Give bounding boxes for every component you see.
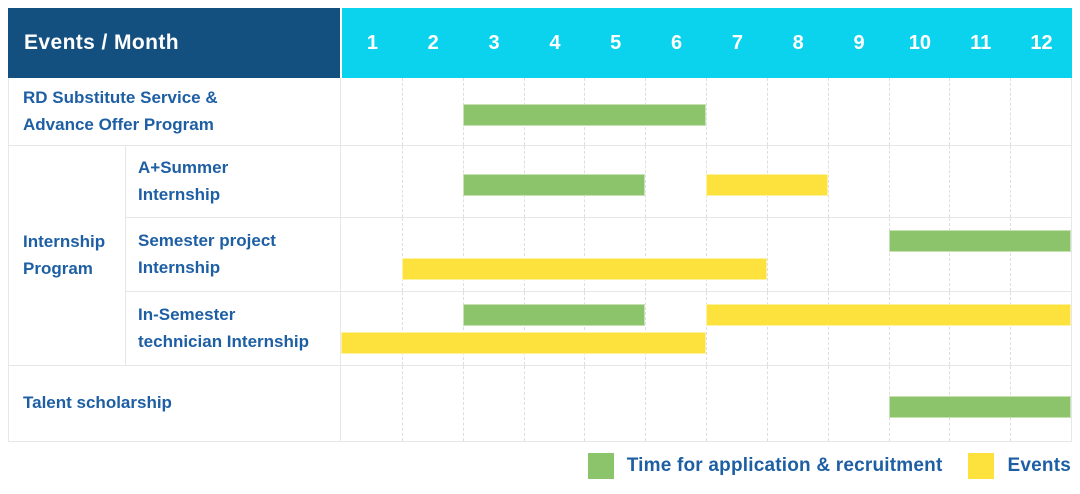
gantt-bar-event	[401, 258, 767, 280]
month-gridline	[766, 366, 768, 441]
gantt-bar-event	[706, 173, 828, 196]
legend-green-swatch-icon	[587, 453, 614, 479]
month-gridline	[1010, 78, 1012, 145]
month-gridline	[462, 292, 464, 365]
month-gridline	[645, 366, 647, 441]
gantt-bar-application	[888, 230, 1071, 252]
month-header-12: 12	[1030, 31, 1053, 54]
gantt-bar-event	[341, 332, 706, 354]
month-gridline	[523, 292, 525, 365]
month-gridline	[827, 146, 829, 217]
month-gridline	[1010, 146, 1012, 217]
month-header-7: 7	[731, 31, 743, 54]
gantt-bar-application	[462, 173, 646, 196]
month-gridline	[888, 78, 890, 145]
month-gridline	[1010, 292, 1012, 365]
month-header-6: 6	[670, 31, 683, 54]
month-gridline	[888, 292, 890, 365]
group-label-text: Internship Program	[23, 232, 106, 278]
month-gridline	[766, 78, 768, 145]
row-label-talent-scholarship: Talent scholarship	[8, 366, 340, 442]
month-gridline	[706, 292, 707, 365]
row-label-text: Semester project Internship	[138, 231, 276, 277]
month-gridline	[888, 218, 890, 291]
month-gridline	[645, 292, 647, 365]
legend: Time for application & recruitment Event…	[587, 453, 1071, 479]
month-gridline	[645, 218, 647, 291]
row-label-semester-project-internship: Semester project Internship	[125, 218, 340, 292]
month-header-11: 11	[970, 31, 992, 54]
gantt-bar-event	[706, 304, 1071, 326]
gantt-bar-application	[888, 395, 1071, 418]
month-gridline	[949, 218, 951, 291]
month-header-row: 1 2 3 4 5 6 7 8 9 10 11 12	[340, 8, 1072, 78]
month-gridline	[949, 78, 951, 145]
chart-row-semester-project-internship	[340, 218, 1072, 292]
gantt-bar-application	[462, 304, 646, 326]
month-gridline	[523, 218, 525, 291]
row-label-text: RD Substitute Service & Advance Offer Pr…	[23, 88, 218, 134]
month-header-10: 10	[908, 31, 931, 54]
month-gridline	[645, 146, 647, 217]
month-gridline	[827, 366, 829, 441]
month-gridline	[949, 292, 951, 365]
month-gridline	[462, 366, 464, 441]
row-label-a-summer-internship: A+Summer Internship	[125, 146, 340, 218]
month-header-3: 3	[488, 31, 500, 54]
month-gridline	[401, 146, 403, 217]
month-gridline	[401, 292, 403, 365]
month-gridline	[584, 292, 586, 365]
month-gridline	[401, 78, 403, 145]
month-header-4: 4	[549, 31, 561, 54]
month-header-1: 1	[366, 31, 378, 54]
chart-row-in-semester-technician-internship	[340, 292, 1072, 366]
month-gridline	[401, 366, 403, 441]
month-gridline	[1010, 218, 1012, 291]
month-gridline	[888, 146, 890, 217]
header-events-month-cell: Events / Month	[8, 8, 340, 78]
row-label-in-semester-technician-internship: In-Semester technician Internship	[125, 292, 340, 366]
chart-row-a-summer-internship	[340, 146, 1072, 218]
month-gridline	[766, 292, 768, 365]
row-label-rd-substitute: RD Substitute Service & Advance Offer Pr…	[8, 78, 340, 146]
chart-row-rd-substitute	[340, 78, 1072, 146]
row-label-text: Talent scholarship	[23, 393, 172, 413]
month-gridline	[949, 146, 951, 217]
month-gridline	[827, 292, 829, 365]
month-gridline	[706, 366, 707, 441]
month-header-5: 5	[610, 31, 622, 54]
month-gridline	[584, 218, 586, 291]
gantt-bar-application	[462, 103, 706, 126]
row-group-internship-program: Internship Program	[8, 146, 125, 366]
chart-row-talent-scholarship	[340, 366, 1072, 442]
month-gridline	[766, 218, 768, 291]
legend-label-application: Time for application & recruitment	[626, 455, 943, 476]
legend-item-events: Events	[968, 453, 1071, 479]
month-gridline	[827, 78, 829, 145]
month-gridline	[401, 218, 403, 291]
month-header-8: 8	[792, 31, 804, 54]
month-gridline	[706, 218, 707, 291]
month-gridline	[706, 78, 707, 145]
header-title: Events / Month	[24, 31, 179, 54]
month-gridline	[584, 366, 586, 441]
gantt-table: Events / Month 1 2 3 4 5 6 7 8 9 10 11 1…	[8, 8, 1072, 442]
month-gridline	[523, 366, 525, 441]
month-header-2: 2	[427, 31, 439, 54]
row-label-text: A+Summer Internship	[138, 158, 229, 204]
month-gridline	[462, 218, 464, 291]
row-label-text: In-Semester technician Internship	[138, 305, 309, 351]
legend-yellow-swatch-icon	[968, 453, 995, 479]
legend-label-events: Events	[1007, 455, 1071, 476]
month-gridline	[827, 218, 829, 291]
legend-item-application: Time for application & recruitment	[587, 453, 943, 479]
month-header-9: 9	[853, 31, 865, 54]
